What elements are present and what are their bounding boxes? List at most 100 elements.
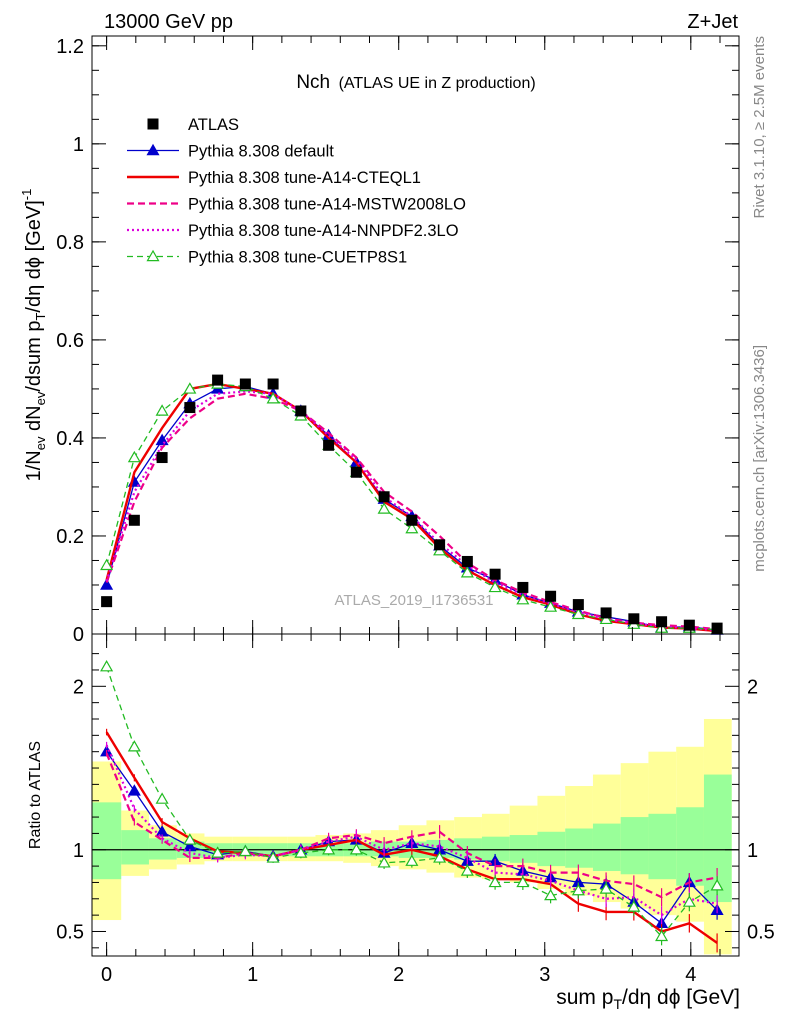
main-y-tick-label: 1 bbox=[73, 134, 84, 156]
ratio-point-cuetp8s1 bbox=[460, 864, 474, 876]
main-point-data bbox=[212, 374, 224, 386]
ratio-plot-panel: 0.5 0.5 1 1 2 2 0 1 2 3 4 Ratio to ATLAS sum pT/dη… bbox=[27, 633, 775, 1012]
y-axis-label-ratio: Ratio to ATLAS bbox=[27, 741, 44, 849]
main-point-cuetp8s1 bbox=[516, 592, 530, 605]
legend-label-nnpdf: Pythia 8.308 tune-A14-NNPDF2.3LO bbox=[188, 222, 459, 240]
x-tick-label: 0 bbox=[101, 964, 112, 986]
ratio-band-inner bbox=[676, 807, 704, 886]
main-point-cuetp8s1 bbox=[155, 404, 169, 416]
ratio-y-tick-label: 0.5 bbox=[56, 921, 84, 943]
legend-label-cuetp8s1: Pythia 8.308 tune-CUETP8S1 bbox=[188, 249, 407, 267]
watermark: ATLAS_2019_I1736531 bbox=[334, 592, 493, 609]
ratio-band-inner bbox=[620, 817, 649, 875]
x-tick-label: 2 bbox=[393, 964, 404, 986]
main-point-data bbox=[434, 539, 446, 551]
main-point-data bbox=[101, 596, 113, 608]
main-y-tick-label: 0.8 bbox=[56, 232, 84, 254]
legend-label-cteql1: Pythia 8.308 tune-A14-CTEQL1 bbox=[188, 169, 421, 187]
main-plot-title: Nch (ATLAS UE in Z production) bbox=[296, 72, 535, 93]
rivet-label: Rivet 3.1.10, ≥ 2.5M events bbox=[751, 36, 768, 219]
main-point-cuetp8s1 bbox=[460, 566, 474, 578]
ratio-point-cuetp8s1 bbox=[488, 875, 502, 888]
ratio-point-default bbox=[127, 784, 141, 796]
main-point-data bbox=[239, 378, 251, 390]
main-point-data bbox=[572, 599, 584, 611]
main-point-cuetp8s1 bbox=[377, 502, 391, 514]
ratio-point-cuetp8s1 bbox=[405, 854, 419, 866]
ratio-point-cuetp8s1 bbox=[655, 929, 669, 942]
legend-marker-cuetp8s1 bbox=[146, 249, 160, 262]
header-right: Z+Jet bbox=[687, 11, 738, 33]
main-point-cuetp8s1 bbox=[571, 607, 585, 620]
ratio-point-cuetp8s1 bbox=[516, 875, 530, 888]
ratio-point-cuetp8s1 bbox=[710, 879, 724, 891]
legend-item-nnpdf: Pythia 8.308 tune-A14-NNPDF2.3LO bbox=[127, 222, 459, 240]
main-point-default bbox=[100, 578, 114, 590]
legend-label-default: Pythia 8.308 default bbox=[188, 143, 334, 161]
legend-marker-data bbox=[147, 118, 159, 130]
main-point-data bbox=[378, 491, 390, 503]
ratio-y-tick-label-right: 1 bbox=[747, 840, 758, 862]
ratio-point-cuetp8s1 bbox=[682, 895, 696, 907]
main-point-data bbox=[156, 452, 168, 464]
ratio-point-cuetp8s1 bbox=[100, 659, 114, 672]
main-point-cuetp8s1 bbox=[183, 382, 197, 394]
main-point-data bbox=[461, 555, 473, 567]
ratio-point-cuetp8s1 bbox=[238, 844, 252, 857]
main-point-data bbox=[517, 581, 529, 593]
main-point-data bbox=[711, 622, 723, 634]
main-point-cuetp8s1 bbox=[599, 612, 613, 625]
ratio-point-cuetp8s1 bbox=[322, 843, 336, 855]
main-point-data bbox=[489, 568, 501, 580]
ratio-series-line-nnpdf bbox=[105, 744, 718, 917]
header-left: 13000 GeV pp bbox=[104, 11, 233, 33]
ratio-point-cuetp8s1 bbox=[377, 856, 391, 868]
ratio-point-cuetp8s1 bbox=[155, 792, 169, 804]
ratio-band-inner bbox=[92, 802, 122, 880]
ratio-point-cuetp8s1 bbox=[571, 883, 585, 896]
ratio-plot-frame bbox=[91, 633, 740, 957]
main-point-cuetp8s1 bbox=[266, 392, 280, 404]
x-tick-label: 1 bbox=[247, 964, 258, 986]
ratio-point-cuetp8s1 bbox=[349, 843, 363, 855]
ratio-y-tick-label-right: 0.5 bbox=[747, 921, 775, 943]
main-point-cuetp8s1 bbox=[100, 558, 114, 571]
main-point-cuetp8s1 bbox=[544, 600, 558, 612]
ratio-point-cuetp8s1 bbox=[127, 740, 141, 752]
ratio-point-cuetp8s1 bbox=[599, 882, 613, 894]
ratio-band-inner bbox=[648, 813, 677, 880]
main-plot-title-main: Nch bbox=[296, 72, 330, 93]
ratio-band-inner bbox=[148, 838, 177, 860]
ratio-y-tick-label: 1 bbox=[73, 840, 84, 862]
legend-label-mstw: Pythia 8.308 tune-A14-MSTW2008LO bbox=[188, 196, 466, 214]
legend: ATLAS Pythia 8.308 default Pythia 8.308 tu… bbox=[127, 116, 466, 267]
ratio-series-line-cteql1 bbox=[105, 731, 718, 944]
main-point-data bbox=[628, 613, 640, 625]
legend-item-data: ATLAS bbox=[147, 116, 239, 134]
ratio-band-inner bbox=[121, 830, 149, 865]
ratio-band-inner bbox=[592, 823, 621, 872]
main-point-data bbox=[656, 616, 668, 628]
main-point-cuetp8s1 bbox=[488, 580, 502, 593]
ratio-series-line-mstw bbox=[105, 752, 718, 899]
main-point-data bbox=[128, 514, 140, 526]
ratio-point-cuetp8s1 bbox=[433, 851, 447, 863]
ratio-y-tick-label-right: 2 bbox=[747, 676, 758, 698]
legend-label-data: ATLAS bbox=[188, 116, 239, 134]
ratio-point-cuetp8s1 bbox=[266, 851, 280, 863]
main-point-data bbox=[184, 402, 196, 414]
ratio-point-cuetp8s1 bbox=[211, 846, 225, 858]
legend-item-cuetp8s1: Pythia 8.308 tune-CUETP8S1 bbox=[127, 249, 407, 267]
main-point-data bbox=[350, 466, 362, 478]
legend-marker-default bbox=[146, 143, 160, 156]
main-point-data bbox=[295, 405, 307, 417]
main-point-data bbox=[406, 514, 418, 526]
main-plot-panel: 0 0.2 0.4 0.6 0.8 1 1.2 Nch (ATLAS UE in Z pro… bbox=[19, 35, 740, 646]
x-tick-label: 4 bbox=[685, 964, 696, 986]
y-axis-label-main: 1/Nev dNev/dsum pT/dη dϕ [GeV]-1 bbox=[19, 189, 48, 482]
main-y-tick-label: 1.2 bbox=[56, 36, 84, 58]
ratio-band-inner bbox=[565, 828, 593, 868]
main-y-tick-label: 0 bbox=[73, 624, 84, 646]
main-series-line-mstw bbox=[105, 392, 718, 631]
